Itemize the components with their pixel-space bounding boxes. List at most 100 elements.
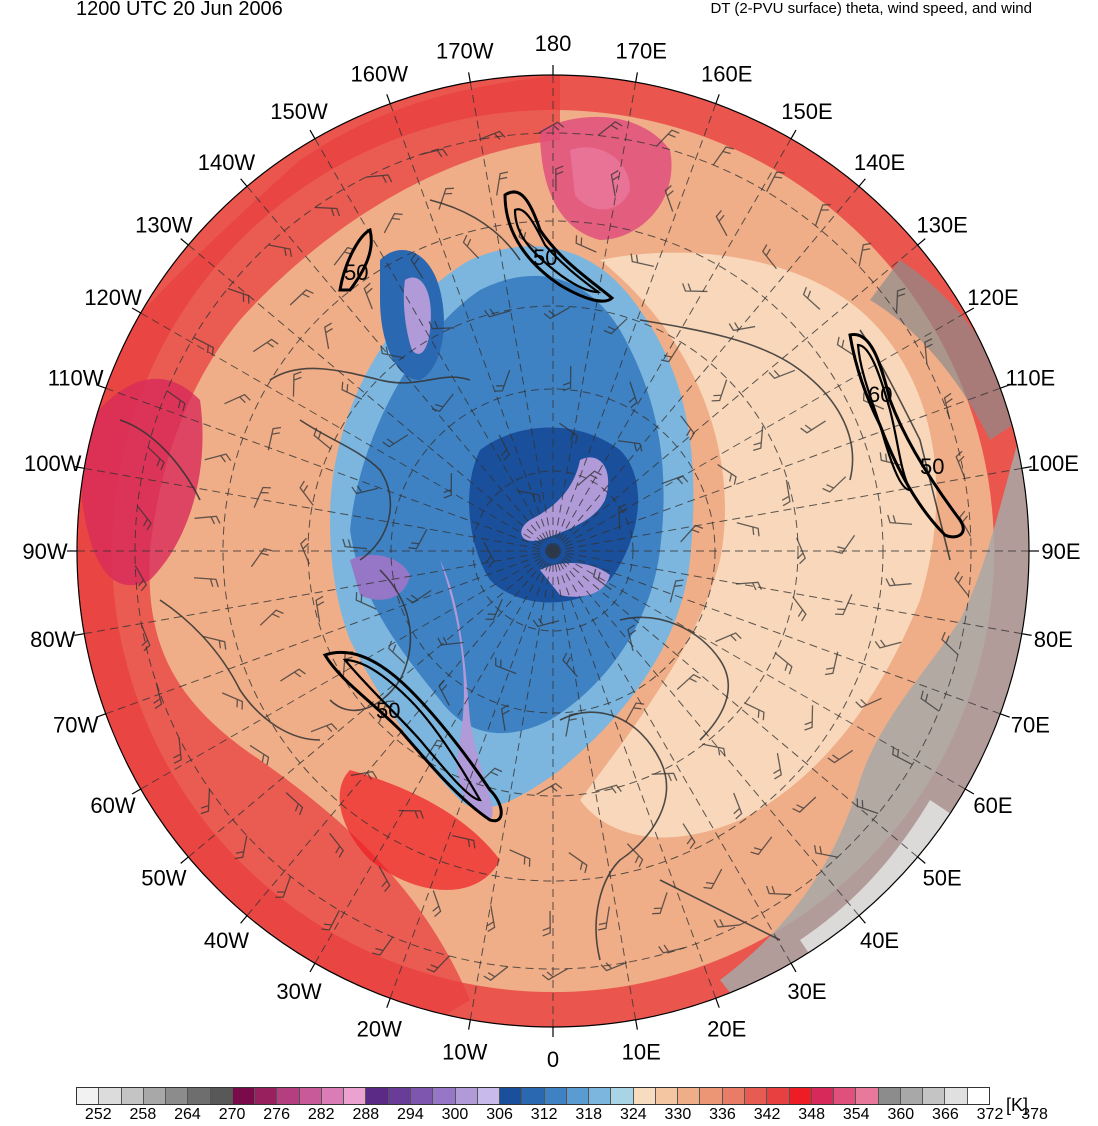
wind-barb (774, 652, 793, 675)
colorbar-swatch (232, 1088, 256, 1104)
colorbar-tick-label: 252 (84, 1106, 112, 1123)
wind-barb (680, 524, 704, 543)
wind-barb (713, 919, 740, 928)
wind-barb (200, 789, 211, 815)
wind-barb (387, 640, 406, 664)
wind-barb (500, 704, 510, 731)
wind-barb (834, 534, 856, 554)
wind-barb (227, 287, 250, 304)
longitude-label: 160E (701, 62, 752, 87)
wind-barb (943, 392, 953, 420)
wind-barb (603, 318, 628, 335)
colorbar-tick-label: 324 (619, 1106, 647, 1123)
colorbar-swatch (77, 1088, 100, 1104)
wind-barb (542, 910, 551, 937)
colorbar-swatch (811, 1088, 835, 1104)
longitude-label: 170E (616, 39, 667, 64)
meridian-line (552, 82, 637, 552)
colorbar-swatch (967, 1088, 989, 1104)
wind-barb (438, 187, 454, 210)
wind-barb (532, 618, 560, 628)
meridian-line (314, 138, 554, 552)
colorbar-swatch (121, 1088, 144, 1104)
colorbar-tick-label: 366 (932, 1106, 959, 1123)
colorbar-swatch (366, 1088, 389, 1104)
colorbar-swatch (722, 1088, 745, 1104)
colorbar-swatch (878, 1088, 901, 1104)
wind-speed-contours (322, 190, 965, 823)
wind-barb (366, 174, 393, 183)
wind-barb (342, 538, 368, 550)
colorbar-tick-label: 372 (976, 1106, 1004, 1123)
wind-barb (562, 365, 572, 392)
meridian-line (552, 550, 1022, 635)
colorbar-swatch (99, 1088, 122, 1104)
wind-barb (715, 209, 728, 237)
wind-barb (494, 369, 511, 392)
wind-barb (597, 906, 610, 931)
longitude-label: 20E (707, 1016, 746, 1041)
wind-barb (558, 422, 579, 444)
wind-barb (203, 635, 227, 650)
wind-barb (595, 784, 622, 794)
colorbar-swatch (834, 1088, 857, 1104)
longitude-tick (131, 788, 142, 795)
longitude-label: 130W (135, 212, 193, 237)
colorbar-swatch (255, 1088, 278, 1104)
jet-label: 50 (344, 260, 368, 285)
colorbar-swatch (344, 1088, 367, 1104)
meridian-line (552, 550, 1001, 715)
wind-barb (800, 420, 826, 434)
longitude-label: 10E (622, 1039, 661, 1064)
colorbar-swatch (655, 1088, 679, 1104)
wind-barb (624, 702, 645, 723)
wind-barb (892, 746, 913, 766)
colorbar-swatch (388, 1088, 411, 1104)
wind-barb (292, 371, 302, 397)
colorbar-swatch (566, 1088, 590, 1104)
wind-barb (682, 823, 696, 849)
longitude-tick (1000, 384, 1010, 389)
colorbar-tick-label: 354 (842, 1106, 870, 1123)
colorbar-swatch (522, 1088, 545, 1104)
wind-barb (268, 244, 293, 257)
wind-barb (443, 473, 453, 499)
colorbar-swatch (410, 1088, 434, 1104)
wind-barb (438, 679, 450, 706)
meridian-line (552, 387, 1001, 552)
wind-barb (651, 772, 678, 782)
longitude-tick (386, 94, 391, 104)
longitude-tick (1021, 466, 1032, 469)
wind-barb (221, 692, 244, 710)
wind-barb (824, 651, 839, 676)
wind-barb (484, 308, 511, 318)
colorbar-tick-label: 342 (753, 1106, 781, 1123)
meridian-line (552, 186, 860, 552)
wind-barb (452, 835, 476, 849)
wind-barb (617, 440, 643, 452)
longitude-tick (96, 713, 106, 718)
longitude-label: 90E (1041, 539, 1080, 564)
wind-barb (827, 749, 854, 764)
wind-barb (715, 632, 742, 643)
wind-barb (669, 579, 684, 603)
wind-barb (813, 845, 838, 858)
meridian-line (469, 82, 554, 552)
longitude-label: 180 (535, 31, 572, 56)
wind-barb (140, 624, 151, 652)
longitude-tick (96, 384, 106, 389)
colorbar-swatch (299, 1088, 322, 1104)
longitude-label: 70E (1011, 713, 1050, 738)
wind-barb (765, 885, 792, 896)
meridian-line (84, 550, 554, 635)
longitude-tick (715, 998, 720, 1008)
colorbar-swatch (544, 1088, 567, 1104)
wind-barb (562, 652, 578, 678)
wind-barb (804, 705, 814, 731)
wind-barb (664, 185, 674, 212)
wind-barb (630, 253, 654, 267)
wind-barb (153, 682, 163, 710)
jet-label: 50 (533, 245, 557, 270)
meridian-line (84, 467, 554, 552)
longitude-label: 170W (436, 39, 494, 64)
